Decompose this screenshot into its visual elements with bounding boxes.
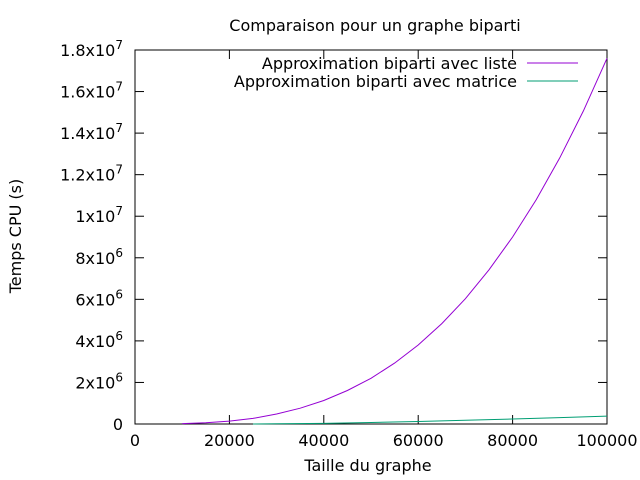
y-axis-label: Temps CPU (s): [6, 179, 25, 295]
x-tick-label: 80000: [487, 431, 538, 450]
y-tick-label-exponent: 7: [115, 121, 123, 135]
y-tick-label: 8x106: [75, 246, 123, 268]
y-tick-label: 2x106: [75, 370, 123, 392]
y-tick-label-base: 1.2x10: [60, 166, 115, 185]
plot-frame: [134, 49, 608, 425]
y-tick-label: 4x106: [75, 329, 123, 351]
x-tick-label: 20000: [204, 431, 255, 450]
y-tick-label-base: 1.8x10: [60, 41, 115, 60]
y-tick-label-base: 8x10: [75, 249, 115, 268]
y-tick-label-exponent: 6: [115, 246, 123, 260]
legend-entry-label: Approximation biparti avec matrice: [234, 72, 517, 91]
y-tick-label-base: 4x10: [75, 332, 115, 351]
legend-entry-label: Approximation biparti avec liste: [262, 54, 517, 73]
y-tick-label: 1x107: [75, 204, 123, 226]
x-axis-label: Taille du graphe: [303, 456, 431, 475]
y-tick-label-exponent: 6: [115, 329, 123, 343]
y-tick-label-base: 1x10: [75, 207, 115, 226]
series-lines: [182, 58, 608, 425]
y-tick-label-exponent: 6: [115, 287, 123, 301]
x-axis-ticks: 0 20000 40000 60000 80000 100000: [130, 50, 638, 450]
y-tick-label-base: 2x10: [75, 373, 115, 392]
y-tick-label-exponent: 7: [115, 80, 123, 94]
plot-border: [134, 49, 608, 425]
y-tick-label-base: 6x10: [75, 290, 115, 309]
y-tick-label: 1.4x107: [60, 121, 123, 143]
y-tick-label-base: 1.4x10: [60, 124, 115, 143]
chart-title: Comparaison pour un graphe biparti: [229, 16, 520, 35]
x-tick-label: 60000: [393, 431, 444, 450]
y-tick-label: 6x106: [75, 287, 123, 309]
y-tick-label-exponent: 7: [115, 38, 123, 52]
y-tick-label: 1.6x107: [60, 80, 123, 102]
x-tick-label: 100000: [576, 431, 637, 450]
y-tick-label-base: 1.6x10: [60, 83, 115, 102]
y-tick-label: 1.2x107: [60, 163, 123, 185]
y-tick-label-exponent: 7: [115, 204, 123, 218]
y-tick-label-base: 0: [113, 415, 123, 434]
legend: Approximation biparti avec listeApproxim…: [234, 54, 578, 91]
y-tick-label-exponent: 7: [115, 163, 123, 177]
series-line-1: [182, 58, 608, 425]
x-tick-label: 0: [130, 431, 140, 450]
y-axis-ticks: 02x1064x1066x1068x1061x1071.2x1071.4x107…: [60, 38, 607, 434]
y-tick-label-exponent: 6: [115, 370, 123, 384]
y-tick-label: 1.8x107: [60, 38, 123, 60]
y-tick-label: 0: [113, 415, 123, 434]
x-tick-label: 40000: [298, 431, 349, 450]
series-line-2: [252, 415, 608, 425]
